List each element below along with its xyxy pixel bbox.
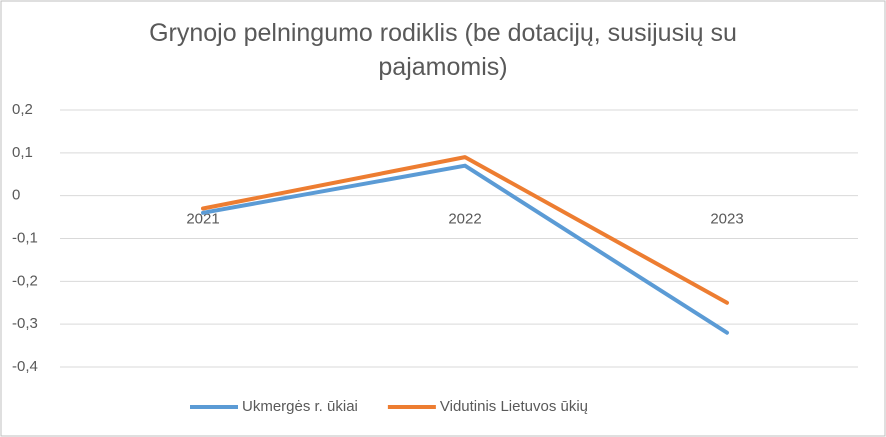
y-tick-label: 0,1 [12, 144, 33, 161]
x-tick-label: 2022 [448, 211, 481, 228]
legend-label: Vidutinis Lietuvos ūkių [440, 398, 588, 415]
y-tick-label: 0,2 [12, 101, 33, 118]
y-tick-label: -0,1 [12, 229, 38, 246]
legend-label: Ukmergės r. ūkiai [242, 398, 358, 415]
x-tick-label: 2021 [186, 211, 219, 228]
x-tick-label: 2023 [710, 211, 743, 228]
y-tick-label: -0,4 [12, 358, 38, 375]
y-tick-label: -0,2 [12, 272, 38, 289]
series-line [201, 163, 729, 335]
series-line [201, 155, 729, 305]
y-tick-label: -0,3 [12, 315, 38, 332]
y-tick-label: 0 [12, 187, 20, 204]
chart-title: Grynojo pelningumo rodiklis (be dotacijų… [149, 19, 737, 81]
